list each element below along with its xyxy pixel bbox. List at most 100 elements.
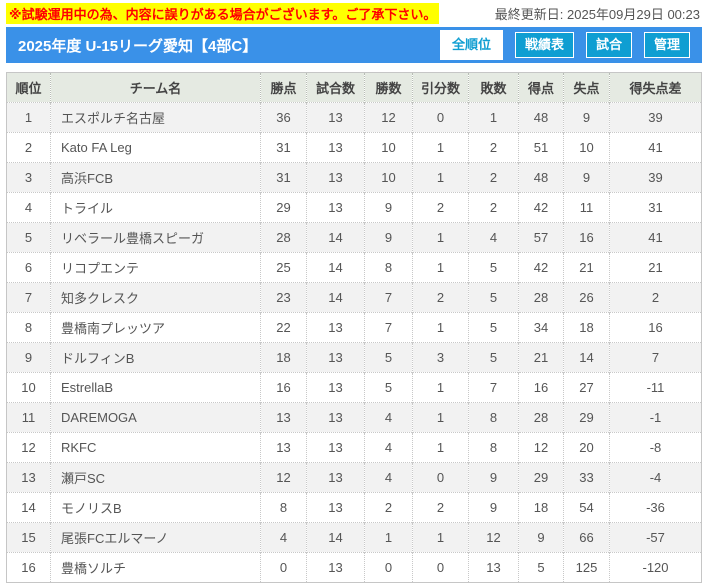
stat-cell: 8 [260, 492, 307, 523]
trial-notice-text: ※試験運用中の為、内容に誤りがある場合がございます。ご了承下さい。 [6, 3, 440, 24]
stat-cell: 18 [260, 342, 307, 373]
stat-cell: 0 [412, 462, 469, 493]
tab-admin[interactable]: 管理 [643, 32, 690, 58]
stat-cell: 13 [468, 552, 519, 583]
stat-cell: 9 [468, 492, 519, 523]
stat-cell: 1 [412, 432, 469, 463]
stat-cell: 2 [609, 282, 702, 313]
stat-cell: 1 [412, 372, 469, 403]
rank-cell: 2 [6, 132, 51, 163]
stat-cell: 4 [364, 462, 413, 493]
stat-cell: 7 [364, 282, 413, 313]
rank-cell: 14 [6, 492, 51, 523]
team-name-cell: EstrellaB [50, 372, 261, 403]
stat-cell: 21 [609, 252, 702, 283]
stat-cell: 51 [518, 132, 564, 163]
stat-cell: 12 [260, 462, 307, 493]
stat-cell: 27 [563, 372, 610, 403]
stat-cell: 25 [260, 252, 307, 283]
table-row: 13 瀬戸SC 12 13 4 0 9 29 33 -4 [6, 462, 702, 493]
stat-cell: 8 [364, 252, 413, 283]
stat-cell: 18 [518, 492, 564, 523]
stat-cell: 41 [609, 222, 702, 253]
stat-cell: 0 [260, 552, 307, 583]
stat-cell: 14 [563, 342, 610, 373]
stat-cell: 33 [563, 462, 610, 493]
stat-cell: 4 [364, 432, 413, 463]
team-name-cell: モノリスB [50, 492, 261, 523]
table-row: 2 Kato FA Leg 31 13 10 1 2 51 10 41 [6, 132, 702, 163]
table-row: 3 高浜FCB 31 13 10 1 2 48 9 39 [6, 162, 702, 193]
stat-cell: 125 [563, 552, 610, 583]
tab-all-rankings[interactable]: 全順位 [439, 30, 503, 60]
stat-cell: 8 [468, 432, 519, 463]
team-name-cell: エスポルチ名古屋 [50, 102, 261, 133]
stat-cell: 48 [518, 102, 564, 133]
rank-cell: 3 [6, 162, 51, 193]
stat-cell: 4 [260, 522, 307, 553]
stat-cell: 39 [609, 102, 702, 133]
stat-cell: 1 [468, 102, 519, 133]
table-row: 1 エスポルチ名古屋 36 13 12 0 1 48 9 39 [6, 102, 702, 133]
stat-cell: 0 [412, 552, 469, 583]
rank-cell: 11 [6, 402, 51, 433]
stat-cell: 13 [306, 552, 365, 583]
table-row: 8 豊橋南プレッツア 22 13 7 1 5 34 18 16 [6, 312, 702, 343]
last-updated-label: 最終更新日: 2025年09月29日 00:23 [494, 7, 700, 22]
stat-cell: 7 [609, 342, 702, 373]
stat-cell: 39 [609, 162, 702, 193]
stat-cell: 1 [412, 132, 469, 163]
stat-cell: 16 [518, 372, 564, 403]
table-row: 16 豊橋ソルチ 0 13 0 0 13 5 125 -120 [6, 552, 702, 583]
stat-cell: 41 [609, 132, 702, 163]
table-row: 9 ドルフィンB 18 13 5 3 5 21 14 7 [6, 342, 702, 373]
stat-cell: 2 [412, 492, 469, 523]
tab-matches[interactable]: 試合 [585, 32, 632, 58]
stat-cell: 29 [563, 402, 610, 433]
stat-cell: 31 [260, 162, 307, 193]
column-header: 得失点差 [609, 72, 702, 103]
stat-cell: 1 [412, 162, 469, 193]
stat-cell: 14 [306, 222, 365, 253]
stat-cell: 0 [364, 552, 413, 583]
team-name-cell: リベラール豊橋スピーガ [50, 222, 261, 253]
stat-cell: 12 [518, 432, 564, 463]
team-name-cell: 豊橋南プレッツア [50, 312, 261, 343]
column-header: 順位 [6, 72, 51, 103]
stat-cell: 42 [518, 252, 564, 283]
table-row: 12 RKFC 13 13 4 1 8 12 20 -8 [6, 432, 702, 463]
stat-cell: 5 [468, 282, 519, 313]
stat-cell: 9 [563, 102, 610, 133]
team-name-cell: 瀬戸SC [50, 462, 261, 493]
stat-cell: 14 [306, 252, 365, 283]
stat-cell: 66 [563, 522, 610, 553]
stat-cell: 23 [260, 282, 307, 313]
column-header: 勝数 [364, 72, 413, 103]
tab-results-grid[interactable]: 戦績表 [514, 32, 574, 58]
title-bar: 2025年度 U-15リーグ愛知【4部C】 全順位 戦績表 試合 管理 [6, 27, 702, 63]
stat-cell: 13 [260, 432, 307, 463]
column-header: チーム名 [50, 72, 261, 103]
table-row: 10 EstrellaB 16 13 5 1 7 16 27 -11 [6, 372, 702, 403]
stat-cell: 28 [518, 282, 564, 313]
table-row: 7 知多クレスク 23 14 7 2 5 28 26 2 [6, 282, 702, 313]
stat-cell: 2 [468, 192, 519, 223]
stat-cell: 12 [468, 522, 519, 553]
stat-cell: 5 [468, 342, 519, 373]
column-header: 敗数 [468, 72, 519, 103]
stat-cell: 2 [468, 162, 519, 193]
team-name-cell: リコプエンテ [50, 252, 261, 283]
stat-cell: 10 [364, 162, 413, 193]
column-header: 得点 [518, 72, 564, 103]
rank-cell: 5 [6, 222, 51, 253]
stat-cell: 34 [518, 312, 564, 343]
stat-cell: 22 [260, 312, 307, 343]
stat-cell: 4 [364, 402, 413, 433]
stat-cell: 31 [609, 192, 702, 223]
stat-cell: 11 [563, 192, 610, 223]
table-row: 5 リベラール豊橋スピーガ 28 14 9 1 4 57 16 41 [6, 222, 702, 253]
stat-cell: 1 [412, 222, 469, 253]
stat-cell: 31 [260, 132, 307, 163]
stat-cell: 14 [306, 282, 365, 313]
stat-cell: 13 [260, 402, 307, 433]
